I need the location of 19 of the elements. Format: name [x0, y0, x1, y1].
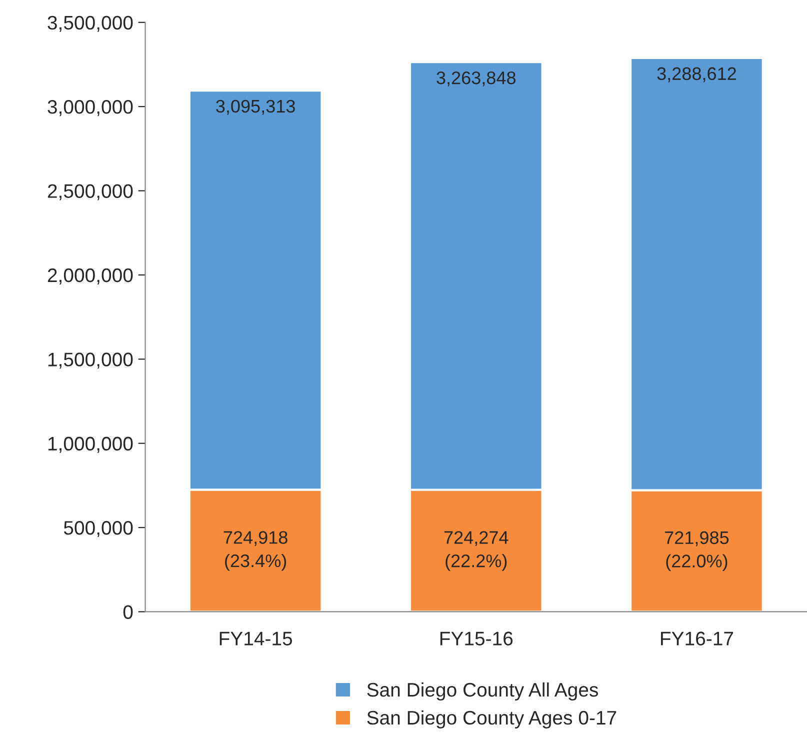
y-tick-label: 500,000 [64, 520, 133, 538]
legend-label: San Diego County All Ages [367, 682, 598, 701]
y-tick-label: 0 [123, 605, 133, 619]
total-label: 3,263,848 [436, 71, 516, 86]
data-label: 724,918 (23.4%) [224, 531, 288, 571]
legend-label: San Diego County Ages 0-17 [367, 710, 616, 728]
y-tick-label: 2,000,000 [48, 268, 133, 284]
y-tick-label: 2,500,000 [48, 184, 133, 200]
total-label: 3,288,612 [657, 67, 736, 82]
data-label: 724,274 (22.2%) [444, 531, 508, 571]
y-tick-label: 1,500,000 [48, 352, 133, 369]
x-tick-label: FY14-15 [220, 632, 292, 646]
y-tick-label: 3,000,000 [48, 100, 133, 116]
y-tick-label: 1,000,000 [48, 436, 133, 453]
y-tick-label: 3,500,000 [48, 16, 133, 32]
x-tick-label: FY15-16 [440, 632, 513, 646]
data-label: 721,985 (22.0%) [665, 531, 729, 572]
x-tick-label: FY16-17 [661, 632, 734, 646]
total-label: 3,095,313 [216, 100, 295, 115]
